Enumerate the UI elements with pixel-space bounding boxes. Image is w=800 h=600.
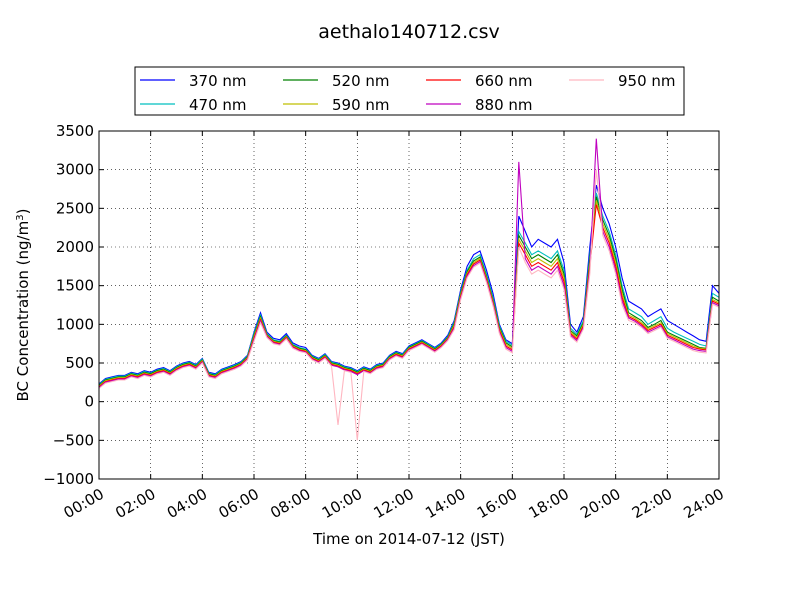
x-tick-label: 10:00 [319,485,365,522]
y-tick-label: 500 [65,354,94,372]
x-tick-label: 16:00 [474,485,520,522]
x-tick-label: 18:00 [526,485,572,522]
y-tick-label: −1000 [43,470,94,488]
y-axis-label-main: BC Concentration (ng/m [14,221,32,402]
legend-label: 950 nm [618,72,676,90]
x-axis-label: Time on 2014-07-12 (JST) [312,530,505,548]
y-tick-label: 3000 [56,161,94,179]
series-line-5 [98,138,720,389]
x-tick-label: 24:00 [681,485,727,522]
y-axis-label-close: ) [14,209,32,215]
legend-label: 880 nm [475,96,533,114]
plot-series [98,138,720,441]
y-axis-label-superscript: 3 [15,214,26,220]
x-tick-label: 14:00 [422,485,468,522]
legend-label: 470 nm [189,96,247,114]
y-tick-label: 2000 [56,238,94,256]
x-tick-label: 02:00 [112,485,158,522]
y-tick-label: 1000 [56,315,94,333]
series-line-3 [98,200,720,387]
x-tick-label: 00:00 [61,485,107,522]
y-tick-label: 1500 [56,277,94,295]
legend-label: 370 nm [189,72,247,90]
x-tick-label: 12:00 [371,485,417,522]
legend-label: 520 nm [332,72,390,90]
x-tick-label: 20:00 [577,485,623,522]
x-tick-label: 06:00 [216,485,262,522]
legend-box [134,66,685,116]
x-tick-label: 22:00 [629,485,675,522]
x-tick-label: 04:00 [164,485,210,522]
series-line-2 [98,196,720,386]
y-tick-label: −500 [53,431,94,449]
x-tick-label: 08:00 [267,485,313,522]
series-line-1 [98,192,720,386]
legend-label: 590 nm [332,96,390,114]
legend-label: 660 nm [475,72,533,90]
legend: 370 nm 470 nm 520 nm 590 nm 660 nm 880 nm 950 … [134,66,685,116]
series-line-6 [98,169,720,441]
y-axis-label: BC Concentration (ng/m3) [14,209,32,402]
axis-ticks: 00:00 02:00 04:00 06:00 08:00 10:00 12:00 14:00… [43,122,727,522]
y-tick-label: 0 [84,393,94,411]
y-tick-label: 2500 [56,199,94,217]
y-tick-label: 3500 [56,122,94,140]
chart-title: aethalo140712.csv [318,21,500,43]
series-line-0 [98,184,720,385]
